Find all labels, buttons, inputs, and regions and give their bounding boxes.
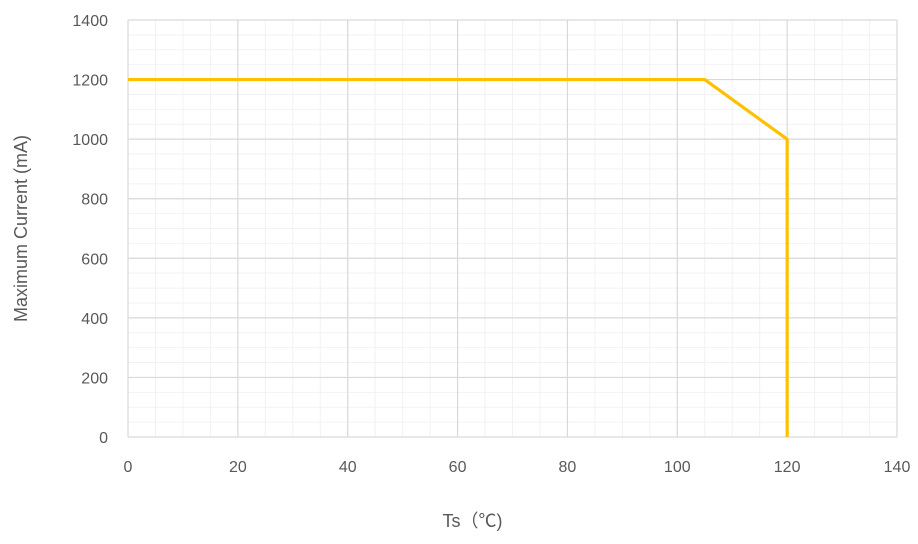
y-axis-tick-labels: 0 200 400 600 800 1000 1200 1400 [72,13,108,447]
x-axis-title: Ts（℃) [443,511,503,531]
x-tick-label: 60 [449,459,467,476]
y-tick-label: 1400 [72,13,108,30]
x-tick-label: 140 [884,459,911,476]
x-tick-label: 0 [124,459,133,476]
y-tick-label: 1200 [72,73,108,90]
x-tick-label: 40 [339,459,357,476]
series-line [128,77,789,437]
x-tick-label: 20 [229,459,247,476]
series-layer [128,77,789,437]
x-tick-label: 100 [664,459,691,476]
y-tick-label: 0 [99,430,108,447]
minor-grid [127,19,898,438]
x-axis-tick-labels: 0 20 40 60 80 100 120 140 [124,459,911,476]
y-tick-label: 600 [81,251,108,268]
x-tick-label: 80 [559,459,577,476]
y-axis-title: Maximum Current (mA) [11,135,31,322]
y-tick-label: 200 [81,370,108,387]
y-tick-label: 800 [81,192,108,209]
x-tick-label: 120 [774,459,801,476]
y-tick-label: 1000 [72,132,108,149]
y-tick-label: 400 [81,311,108,328]
